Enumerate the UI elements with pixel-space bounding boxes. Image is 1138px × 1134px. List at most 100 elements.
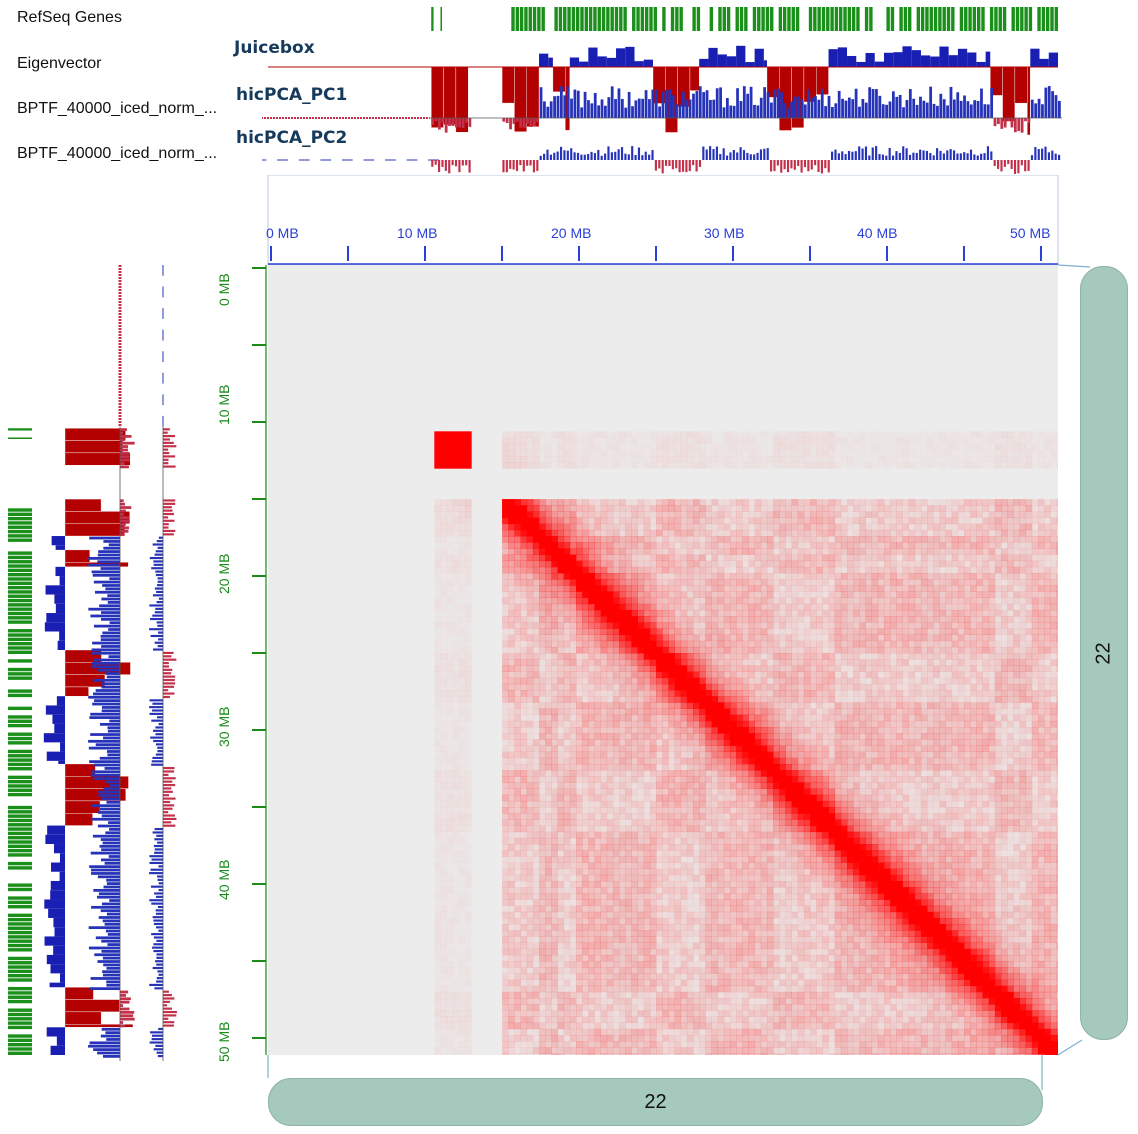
heatmap-cell — [569, 523, 577, 531]
heatmap-cell — [502, 794, 509, 802]
refseq-gene-mark — [834, 7, 839, 31]
heatmap-cell — [693, 456, 700, 463]
refseq-gene-mark — [821, 7, 826, 31]
track-label-eigenvector[interactable]: Eigenvector — [17, 55, 102, 72]
heatmap-cell — [600, 961, 608, 968]
heatmap-cell — [458, 998, 466, 1005]
heatmap-cell — [705, 677, 712, 685]
pc1-positive-bar-vertical — [91, 665, 120, 669]
heatmap-cell — [575, 616, 583, 623]
heatmap-cell — [649, 517, 657, 525]
pc2-positive-bar — [888, 147, 891, 160]
pc1-positive-bar-vertical — [106, 966, 120, 970]
eigenvector-positive-bar — [893, 52, 903, 67]
heatmap-cell — [508, 782, 515, 789]
heatmap-cell — [440, 991, 448, 999]
refseq-gene-mark — [972, 7, 977, 31]
heatmap-cell — [612, 443, 620, 451]
heatmap-cell — [637, 788, 645, 796]
heatmap-cell — [668, 548, 675, 555]
heatmap-cell — [545, 745, 552, 753]
heatmap-cell — [619, 782, 626, 789]
heatmap-cell — [606, 763, 614, 771]
eigenvector-negative-bar-vertical — [64, 686, 89, 697]
heatmap-cell — [705, 868, 712, 876]
pc2-positive-bar — [753, 154, 756, 160]
heatmap-cell — [637, 757, 645, 765]
heatmap-cell — [588, 603, 595, 611]
heatmap-cell — [686, 985, 694, 993]
heatmap-cell — [649, 572, 657, 580]
heatmap-cell — [612, 653, 620, 660]
heatmap-cell — [699, 788, 706, 796]
heatmap-cell — [625, 677, 632, 685]
contact-map-heatmap[interactable] — [268, 265, 1058, 1055]
heatmap-cell — [465, 813, 472, 820]
heatmap-cell — [539, 542, 546, 549]
heatmap-cell — [631, 548, 638, 555]
heatmap-cell — [551, 899, 558, 907]
pc2-positive-bar — [600, 155, 603, 160]
track-label-refseq-genes[interactable]: RefSeq Genes — [17, 9, 122, 26]
pc1-positive-bar — [766, 92, 770, 118]
pc1-positive-bar-vertical — [91, 648, 120, 652]
pc2-negative-bar — [783, 160, 786, 170]
heatmap-cell — [458, 899, 466, 907]
heatmap-cell — [643, 462, 651, 469]
heatmap-cell — [612, 942, 620, 950]
track-label-bptf-pc2[interactable]: BPTF_40000_iced_norm_... — [17, 145, 218, 162]
heatmap-cell — [656, 443, 663, 451]
heatmap-cell — [612, 603, 620, 611]
pc1-positive-bar-vertical — [98, 916, 120, 919]
heatmap-cell — [637, 548, 645, 555]
heatmap-cell — [514, 499, 521, 506]
heatmap-cell — [607, 450, 614, 457]
pc1-positive-bar — [719, 87, 722, 118]
heatmap-cell — [662, 443, 669, 451]
heatmap-cell — [508, 523, 515, 531]
heatmap-cell — [662, 449, 669, 457]
heatmap-cell — [508, 708, 515, 716]
heatmap-cell — [453, 807, 460, 814]
refseq-gene-mark — [1041, 7, 1046, 31]
heatmap-cell — [680, 511, 688, 518]
heatmap-cell — [569, 813, 577, 820]
pc2-negative-bar-vertical — [163, 526, 169, 529]
heatmap-cell — [650, 431, 657, 438]
pc2-positive-bar — [543, 153, 546, 160]
heatmap-cell — [551, 548, 558, 555]
heatmap-cell — [459, 604, 466, 611]
heatmap-cell — [643, 874, 651, 882]
pc2-positive-bar — [932, 155, 935, 160]
eigenvector-positive-bar — [847, 55, 857, 67]
heatmap-cell — [575, 807, 583, 814]
heatmap-cell — [502, 511, 509, 518]
heatmap-cell — [508, 979, 515, 987]
heatmap-cell — [625, 899, 632, 907]
heatmap-cell — [539, 720, 546, 728]
heatmap-cell — [551, 813, 558, 820]
heatmap-cell — [514, 739, 521, 746]
heatmap-cell — [575, 899, 583, 907]
heatmap-cell — [514, 659, 521, 666]
pc2-positive-bar — [1037, 149, 1040, 160]
heatmap-cell — [643, 726, 651, 734]
pc2-positive-bar-vertical — [157, 905, 163, 909]
heatmap-cell — [643, 782, 651, 789]
heatmap-cell — [514, 757, 521, 765]
heatmap-cell — [619, 887, 626, 894]
heatmap-cell — [625, 511, 632, 518]
heatmap-cell — [600, 1034, 608, 1042]
heatmap-cell — [452, 523, 460, 531]
heatmap-cell — [594, 917, 602, 925]
heatmap-cell — [520, 603, 528, 611]
heatmap-cell — [551, 646, 558, 654]
pc1-positive-bar — [817, 99, 821, 118]
heatmap-cell — [526, 979, 534, 987]
eigenvector-positive-bar-vertical — [50, 890, 65, 900]
heatmap-cell — [631, 1041, 638, 1048]
heatmap-cell — [637, 726, 645, 734]
pc1-positive-bar — [790, 101, 794, 118]
heatmap-cell — [662, 819, 669, 826]
track-label-bptf-pc1[interactable]: BPTF_40000_iced_norm_... — [17, 100, 218, 117]
